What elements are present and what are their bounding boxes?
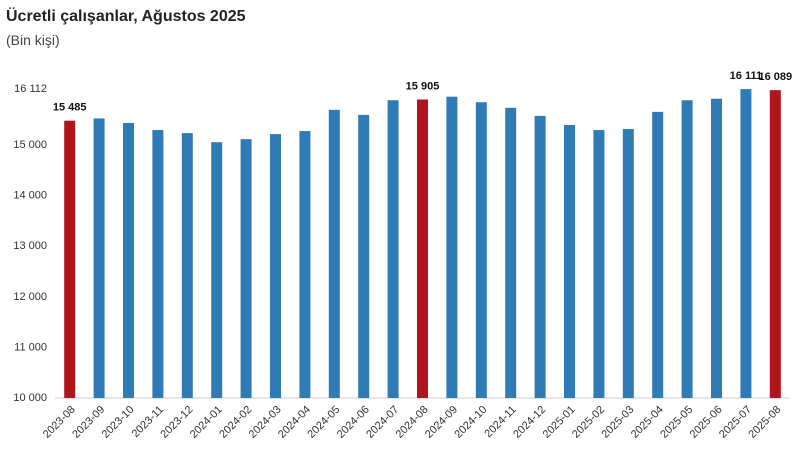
value-label: 16 089 [758,71,792,83]
bar [240,139,252,398]
bar [152,130,164,398]
bar [534,115,546,399]
bar [270,134,281,399]
x-tick-label: 2024-10 [452,404,489,441]
bar [475,102,487,399]
value-label: 15 485 [53,102,87,114]
y-tick-label: 12 000 [13,291,47,303]
value-label: 16 111 [730,70,762,82]
bar [328,109,340,398]
bar [681,100,693,398]
y-tick-label: 14 000 [13,190,47,202]
y-tick-label: 16 112 [14,83,47,95]
bar [769,90,781,399]
y-tick-label: 13 000 [13,240,47,252]
bar [358,114,370,398]
bar [564,124,575,399]
y-tick-label: 15 000 [13,139,47,151]
chart-title: Ücretli çalışanlar, Ağustos 2025 [6,6,246,25]
bar [417,99,428,398]
bar [123,122,134,399]
bar [64,120,76,398]
bar [93,118,105,398]
x-tick-label: 2023-10 [100,404,137,441]
x-tick-label: 2025-08 [746,404,783,441]
bar [505,107,517,398]
chart-subtitle: (Bin kişi) [6,32,60,48]
bar [211,142,223,398]
bar [652,111,664,398]
bar [387,100,399,398]
bar [299,131,311,399]
bar [711,98,722,398]
bar [593,130,605,398]
bar [622,129,634,398]
y-tick-label: 10 000 [13,392,47,404]
bar [446,96,458,398]
bar [181,133,193,398]
value-label: 15 905 [406,80,440,92]
bar [740,89,752,398]
y-tick-label: 11 000 [14,341,47,353]
